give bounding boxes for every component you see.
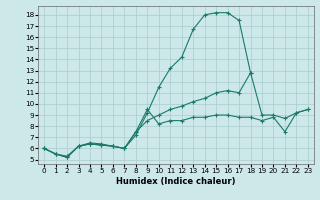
X-axis label: Humidex (Indice chaleur): Humidex (Indice chaleur) [116,177,236,186]
